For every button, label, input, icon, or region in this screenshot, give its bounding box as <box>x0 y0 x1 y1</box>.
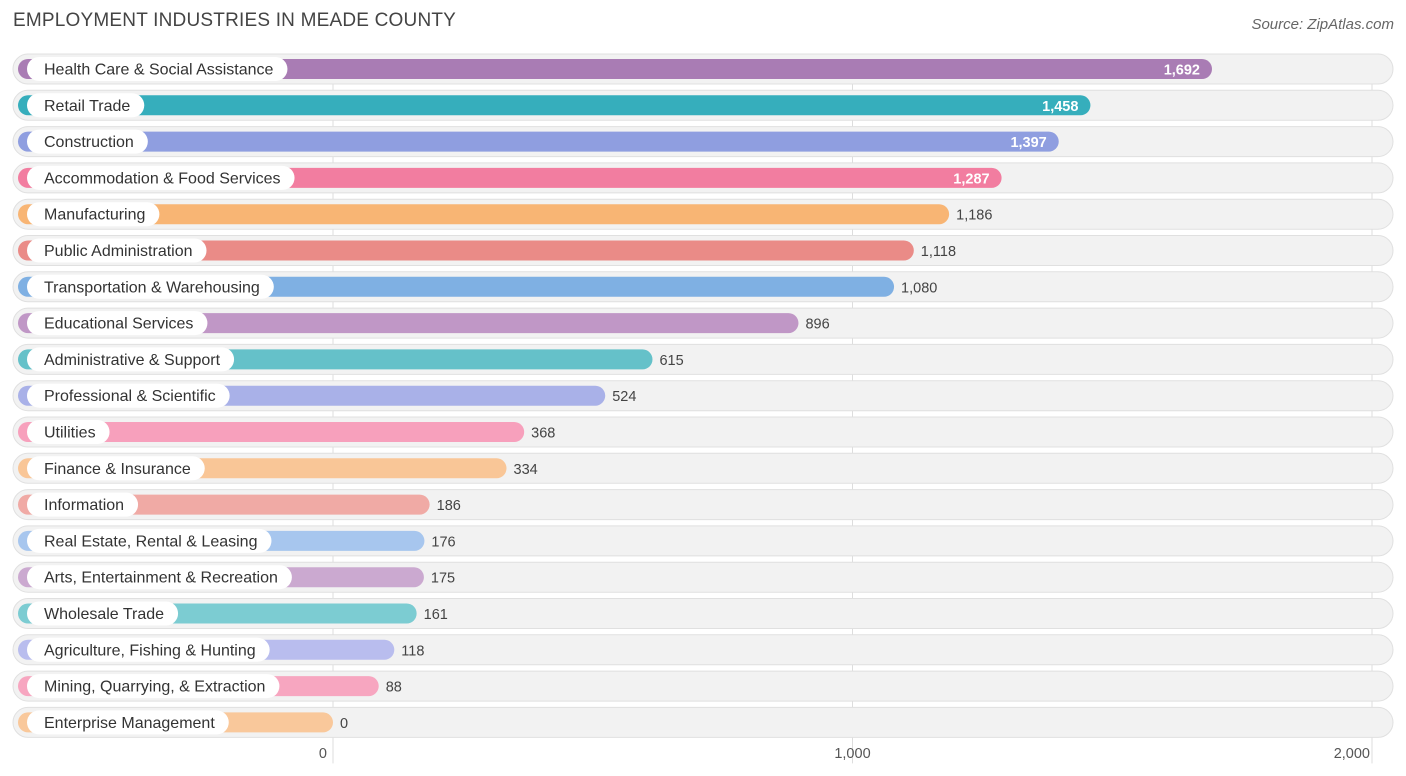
bar-row: Utilities 368 <box>12 416 1394 448</box>
category-label: Manufacturing <box>44 207 145 224</box>
category-label-pill <box>27 420 110 444</box>
category-label-pill <box>27 528 272 553</box>
category-label: Construction <box>44 134 134 151</box>
value-label: 1,080 <box>901 280 937 296</box>
row-background <box>12 706 1394 738</box>
category-label-pill <box>27 492 139 517</box>
bar-row: Retail Trade 1,458 <box>12 89 1394 121</box>
bar <box>18 204 950 225</box>
bar-row: Wholesale Trade 161 <box>12 598 1394 629</box>
bar-row: Accommodation & Food Services 1,287 <box>12 162 1394 194</box>
category-label: Wholesale Trade <box>44 606 164 623</box>
category-label-pill <box>27 565 292 590</box>
bar-row: Mining, Quarrying, & Extraction 88 <box>12 670 1394 702</box>
bar <box>18 131 1059 152</box>
x-tick-label: 0 <box>319 746 327 762</box>
value-label: 88 <box>386 680 402 696</box>
category-label: Finance & Insurance <box>44 461 191 478</box>
category-label-pill <box>27 202 160 227</box>
category-label-pill <box>27 57 288 81</box>
category-label-pill <box>27 601 179 626</box>
category-label: Accommodation & Food Services <box>44 170 281 187</box>
bar <box>18 422 525 442</box>
category-label: Health Care & Social Assistance <box>44 62 274 79</box>
category-label: Educational Services <box>44 316 193 333</box>
bar <box>18 313 799 334</box>
value-label: 368 <box>531 426 555 442</box>
category-label-pill <box>27 710 229 735</box>
bar-row: Arts, Entertainment & Recreation 175 <box>12 561 1394 593</box>
category-label-pill <box>27 165 295 190</box>
value-label: 334 <box>514 462 538 478</box>
category-label-pill <box>27 637 270 662</box>
value-label: 118 <box>401 643 424 659</box>
bar-row: Health Care & Social Assistance 1,692 <box>12 53 1394 85</box>
x-tick-label: 1,000 <box>834 746 870 762</box>
value-label: 0 <box>340 716 348 732</box>
bar-row: Educational Services 896 <box>12 307 1394 339</box>
value-label: 1,458 <box>1042 99 1078 115</box>
value-label: 1,118 <box>921 244 956 260</box>
category-label: Professional & Scientific <box>44 388 216 405</box>
category-label: Transportation & Warehousing <box>44 279 260 296</box>
value-label: 1,692 <box>1164 63 1200 79</box>
value-label: 1,397 <box>1010 135 1046 151</box>
bar-row: Transportation & Warehousing 1,080 <box>12 271 1394 303</box>
bar-row: Finance & Insurance 334 <box>12 452 1394 484</box>
category-label: Utilities <box>44 425 96 442</box>
category-label-pill <box>27 674 280 699</box>
category-label: Information <box>44 497 124 514</box>
category-label: Arts, Entertainment & Recreation <box>44 570 278 587</box>
category-label: Enterprise Management <box>44 715 215 732</box>
x-axis-ticks: 0 1,000 2,000 <box>319 746 1370 762</box>
bar-row: Professional & Scientific 524 <box>12 380 1394 412</box>
category-label-pill <box>27 456 205 481</box>
category-label-pill <box>27 93 145 118</box>
value-label: 896 <box>805 317 829 333</box>
category-label-pill <box>27 347 235 372</box>
x-tick-label: 2,000 <box>1334 746 1370 762</box>
category-label: Real Estate, Rental & Leasing <box>44 533 257 550</box>
bar <box>18 240 914 261</box>
chart-source: Source: ZipAtlas.com <box>1251 16 1394 33</box>
value-label: 176 <box>431 534 455 550</box>
bar <box>18 95 1091 116</box>
category-label-pill <box>27 274 274 299</box>
value-label: 186 <box>437 498 461 514</box>
category-label: Retail Trade <box>44 98 130 115</box>
bar-row: Administrative & Support 615 <box>12 343 1394 375</box>
category-label-pill <box>27 311 208 336</box>
bar-row: Public Administration 1,118 <box>12 235 1394 266</box>
category-label: Administrative & Support <box>44 352 221 369</box>
category-label: Public Administration <box>44 243 193 260</box>
value-label: 524 <box>612 389 636 405</box>
bar-row: Enterprise Management 0 <box>12 706 1394 738</box>
value-label: 1,287 <box>953 171 989 187</box>
category-label: Mining, Quarrying, & Extraction <box>44 679 265 696</box>
category-label-pill <box>27 129 148 154</box>
bar-row: Construction 1,397 <box>12 126 1394 158</box>
value-label: 1,186 <box>956 208 992 224</box>
category-label: Agriculture, Fishing & Hunting <box>44 642 256 659</box>
bar-row: Real Estate, Rental & Leasing 176 <box>12 525 1394 557</box>
value-label: 175 <box>431 571 455 587</box>
value-label: 615 <box>659 353 683 369</box>
category-label-pill <box>27 238 207 263</box>
bar-row: Manufacturing 1,186 <box>12 198 1394 230</box>
chart-rows: Health Care & Social Assistance 1,692 Reta… <box>12 53 1394 738</box>
category-label-pill <box>27 383 230 408</box>
bar-row: Agriculture, Fishing & Hunting 118 <box>12 634 1394 666</box>
bar-row: Information 186 <box>12 489 1394 521</box>
bar <box>18 59 1212 79</box>
value-label: 161 <box>424 607 448 623</box>
chart-title: EMPLOYMENT INDUSTRIES IN MEADE COUNTY <box>13 10 457 31</box>
